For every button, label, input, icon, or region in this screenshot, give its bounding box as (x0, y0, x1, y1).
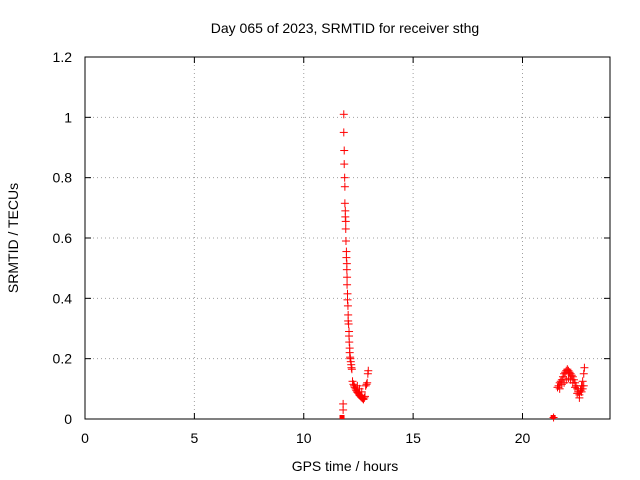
data-point (339, 110, 348, 119)
data-point (549, 413, 558, 422)
y-tick-label: 0.8 (53, 170, 73, 186)
data-point (341, 224, 350, 233)
data-point (340, 146, 349, 155)
data-point (340, 182, 349, 191)
data-point (362, 380, 371, 389)
y-axis-label: SRMTID / TECUs (5, 183, 21, 293)
data-point (343, 301, 352, 310)
y-tick-label: 0.6 (53, 230, 73, 246)
data-point (340, 160, 349, 169)
x-tick-label: 5 (190, 430, 198, 446)
data-point (568, 378, 577, 387)
y-tick-label: 0.2 (53, 351, 73, 367)
data-points (339, 110, 589, 422)
data-point (339, 128, 348, 137)
grid (85, 57, 610, 419)
x-tick-label: 15 (405, 430, 421, 446)
data-point (579, 381, 588, 390)
data-point (339, 415, 345, 419)
data-point (344, 319, 353, 328)
data-point (342, 265, 351, 274)
data-point (573, 389, 582, 398)
data-point (363, 378, 372, 387)
data-point (343, 280, 352, 289)
data-point (578, 377, 587, 386)
data-point (340, 199, 349, 208)
data-point (571, 383, 579, 392)
y-tick-label: 0 (64, 411, 72, 427)
data-point (360, 393, 369, 402)
data-point (340, 173, 349, 182)
data-point (575, 393, 584, 402)
data-point (580, 363, 589, 372)
chart-title: Day 065 of 2023, SRMTID for receiver sth… (211, 20, 479, 36)
data-point (347, 365, 356, 374)
y-tick-label: 1.2 (53, 49, 73, 65)
data-point (341, 217, 350, 226)
data-point (343, 273, 352, 282)
data-point (364, 366, 373, 375)
data-point (357, 387, 366, 396)
y-tick-label: 0.4 (53, 290, 73, 306)
x-tick-label: 0 (81, 430, 89, 446)
x-tick-label: 20 (515, 430, 531, 446)
data-point (341, 237, 350, 246)
data-point (361, 392, 369, 401)
axis-ticks: 0 5 10 15 20 0 0.2 0.4 0.6 0.8 1 1.2 (53, 49, 610, 446)
x-tick-label: 10 (296, 430, 312, 446)
data-point (339, 405, 348, 414)
y-tick-label: 1 (64, 109, 72, 125)
data-point (579, 369, 588, 378)
x-axis-label: GPS time / hours (292, 458, 399, 474)
data-point (555, 384, 564, 393)
